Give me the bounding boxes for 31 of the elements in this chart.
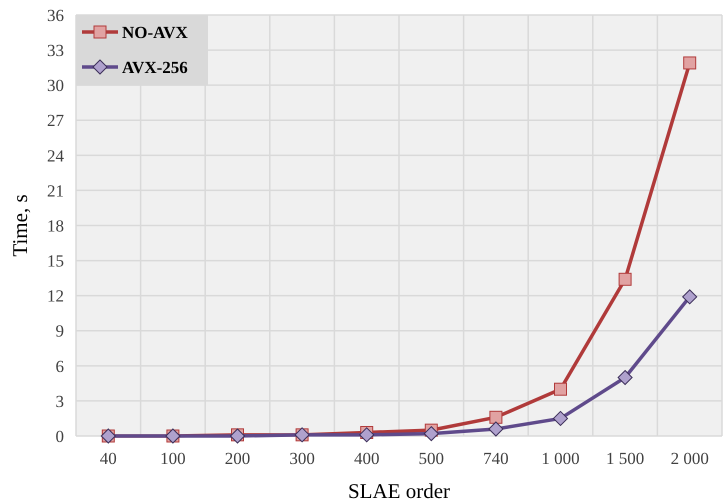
legend-label: NO-AVX	[122, 22, 189, 42]
x-tick-label: 300	[289, 449, 315, 468]
y-tick-label: 30	[47, 76, 64, 96]
y-tick-label: 18	[47, 216, 64, 236]
y-tick-label: 12	[47, 286, 64, 306]
y-tick-label: 15	[47, 252, 64, 271]
y-tick-label: 21	[47, 181, 64, 200]
x-axis-title: SLAE order	[348, 479, 450, 503]
legend-label: AVX-256	[122, 58, 188, 77]
point	[683, 56, 696, 70]
point	[489, 410, 502, 424]
y-tick-label: 27	[47, 111, 64, 130]
x-tick-label: 1 000	[541, 449, 580, 468]
point	[618, 272, 632, 286]
y-tick-label: 6	[56, 356, 64, 376]
y-tick-label: 33	[47, 41, 64, 60]
y-tick-label: 24	[47, 146, 64, 166]
x-tick-label: 100	[160, 449, 186, 468]
x-tick-label: 2 000	[670, 449, 709, 468]
y-tick-label: 9	[56, 322, 64, 341]
x-tick-label: 200	[224, 449, 250, 468]
x-tick-label: 500	[418, 449, 444, 468]
y-axis-title: Time, s	[8, 194, 32, 257]
x-tick-label: 400	[354, 449, 380, 468]
y-tick-label: 0	[56, 426, 64, 446]
x-tick-label: 740	[483, 449, 509, 468]
y-tick-label: 36	[47, 6, 64, 25]
x-tick-label: 1 500	[606, 449, 644, 468]
point	[554, 382, 567, 396]
y-tick-label: 3	[56, 392, 64, 411]
x-tick-label: 40	[100, 449, 117, 468]
